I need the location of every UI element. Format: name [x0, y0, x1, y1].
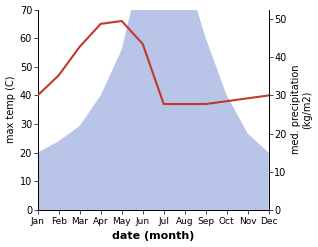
Y-axis label: med. precipitation
(kg/m2): med. precipitation (kg/m2) [291, 65, 313, 155]
X-axis label: date (month): date (month) [112, 231, 194, 242]
Y-axis label: max temp (C): max temp (C) [5, 76, 16, 144]
